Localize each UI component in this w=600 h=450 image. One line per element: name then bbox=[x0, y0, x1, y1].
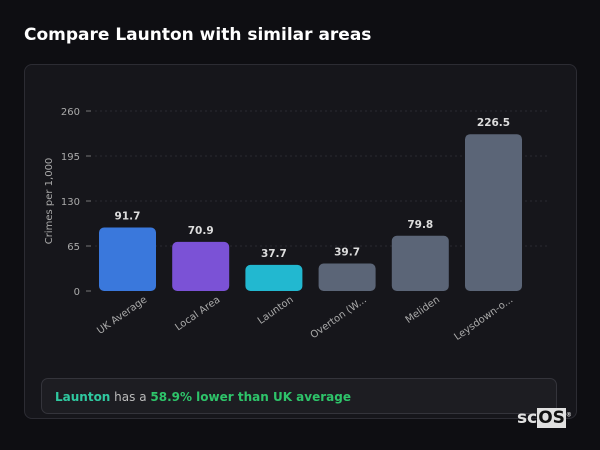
logo-text-b: OS bbox=[537, 408, 566, 428]
y-tick-label: 130 bbox=[61, 197, 80, 208]
bar-value-label: 39.7 bbox=[334, 247, 360, 259]
bar bbox=[245, 264, 303, 291]
x-tick-label: Meliden bbox=[404, 294, 442, 325]
summary-comparison: 58.9% lower than UK average bbox=[150, 390, 351, 404]
summary-box: Launton has a 58.9% lower than UK averag… bbox=[41, 378, 557, 414]
bar bbox=[172, 241, 230, 291]
summary-text: has a bbox=[110, 390, 151, 404]
bar bbox=[465, 134, 522, 291]
bar-value-label: 91.7 bbox=[115, 211, 141, 223]
y-tick-label: 0 bbox=[74, 287, 80, 298]
bar-value-label: 70.9 bbox=[188, 225, 214, 237]
bar-value-label: 226.5 bbox=[477, 117, 510, 129]
summary-area: Launton bbox=[55, 390, 111, 404]
scos-logo: scOS® bbox=[517, 408, 572, 428]
bar bbox=[99, 227, 156, 291]
x-tick-label: Local Area bbox=[173, 294, 222, 333]
x-tick-label: Overton (W... bbox=[309, 294, 369, 341]
y-tick-label: 260 bbox=[61, 107, 80, 118]
x-tick-label: Launton bbox=[256, 294, 296, 326]
bar bbox=[318, 263, 376, 291]
page-title: Compare Launton with similar areas bbox=[24, 25, 372, 45]
logo-text-a: sc bbox=[517, 408, 538, 428]
bar-value-label: 37.7 bbox=[261, 248, 287, 260]
x-tick-label: Leysdown-o... bbox=[452, 294, 515, 343]
y-tick-label: 195 bbox=[61, 152, 80, 163]
bar-value-label: 79.8 bbox=[407, 219, 433, 231]
y-tick-label: 65 bbox=[67, 242, 80, 253]
logo-mark: ® bbox=[565, 411, 572, 419]
bar bbox=[391, 235, 449, 291]
x-tick-label: UK Average bbox=[95, 294, 149, 336]
y-axis-label: Crimes per 1,000 bbox=[44, 158, 55, 245]
